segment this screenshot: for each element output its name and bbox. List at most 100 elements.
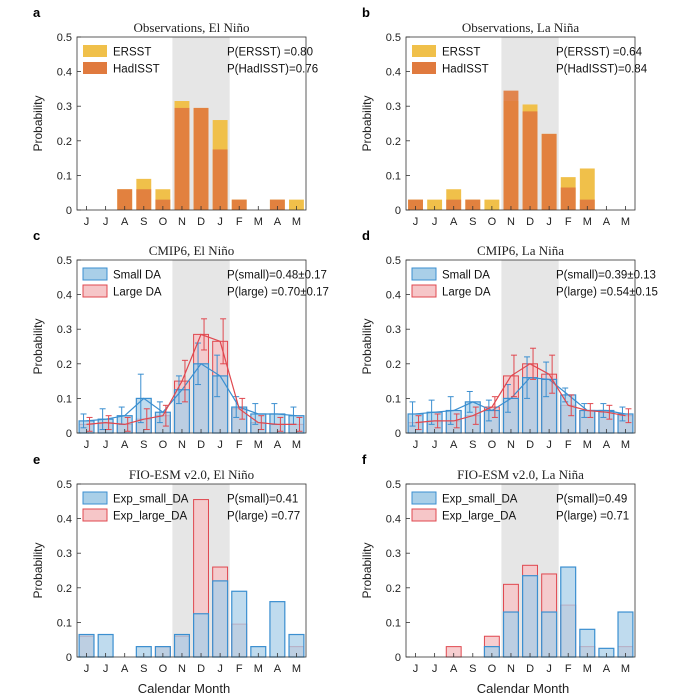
y-tick-label: 0.4 (386, 514, 401, 526)
y-tick-label: 0.3 (386, 324, 401, 336)
legend-label: Exp_large_DA (442, 511, 516, 523)
bar-hadisst (136, 189, 152, 210)
x-tick-label: J (103, 439, 109, 451)
x-tick-label: J (84, 216, 90, 228)
bar-hadisst (174, 107, 190, 210)
x-axis-label-left: Calendar Month (138, 681, 231, 696)
legend-swatch (83, 45, 107, 57)
x-tick-label: J (546, 439, 552, 451)
bar-small-da (579, 628, 596, 658)
x-tick-label: O (488, 216, 497, 228)
bar-small-da (521, 575, 539, 658)
x-tick-label: J (103, 663, 109, 675)
bar-ersst (484, 199, 500, 210)
x-tick-label: D (197, 216, 205, 228)
x-tick-label: S (140, 663, 147, 675)
panel-f: 00.10.20.30.40.5J J A S O N D J F M A MProbabilityF… (360, 452, 636, 675)
y-tick-label: 0.4 (57, 290, 72, 302)
y-tick-label: 0.3 (57, 548, 72, 560)
y-axis-label: Probability (31, 95, 45, 151)
bar-small-da (560, 566, 577, 658)
x-tick-label: O (488, 663, 497, 675)
y-tick-label: 0.2 (57, 359, 72, 371)
y-tick-label: 0.2 (57, 583, 72, 595)
x-tick-label: D (197, 439, 205, 451)
x-tick-label: J (413, 439, 419, 451)
x-tick-label: A (450, 216, 458, 228)
x-tick-label: M (292, 216, 301, 228)
legend-swatch (411, 491, 437, 505)
x-tick-label: A (603, 439, 611, 451)
x-tick-label: D (526, 439, 534, 451)
x-tick-label: N (507, 439, 515, 451)
x-tick-label: F (565, 216, 572, 228)
panel-d: 00.10.20.30.40.5J J A S O N D J F M A MProbabilityC… (360, 228, 658, 451)
bar-small-da (192, 613, 210, 658)
x-tick-label: N (178, 216, 186, 228)
x-tick-label: A (450, 663, 458, 675)
x-tick-label: D (526, 216, 534, 228)
y-tick-label: 0.3 (57, 324, 72, 336)
bar-small-da (541, 611, 558, 658)
bar-hadisst (155, 199, 171, 210)
panel-title: Observations, La Niña (462, 20, 580, 35)
panel-title: Observations, El Niño (134, 20, 250, 35)
legend-label: ERSST (442, 47, 480, 59)
bar-small-da (212, 580, 229, 658)
legend-stat: P(large) =0.71 (556, 511, 629, 523)
x-tick-label: N (178, 663, 186, 675)
x-tick-label: F (565, 663, 572, 675)
y-tick-label: 0.5 (386, 255, 401, 267)
bar-hadisst (522, 111, 538, 210)
panel-title: CMIP6, La Niña (477, 243, 564, 258)
y-tick-label: 0.1 (386, 170, 401, 182)
y-tick-label: 0.5 (386, 32, 401, 44)
y-tick-label: 0 (395, 652, 401, 664)
y-tick-label: 0.2 (386, 136, 401, 148)
bar-ersst (427, 199, 443, 210)
y-tick-label: 0.3 (386, 548, 401, 560)
x-tick-label: O (159, 663, 168, 675)
legend-stat: P(small)=0.49 (556, 494, 627, 506)
y-tick-label: 0.2 (386, 359, 401, 371)
x-tick-label: J (103, 216, 109, 228)
axes-box (405, 483, 636, 658)
panel-title: CMIP6, El Niño (149, 243, 235, 258)
y-tick-label: 0.5 (57, 32, 72, 44)
y-tick-label: 0.5 (57, 479, 72, 491)
bar-small-da (231, 590, 248, 658)
legend-stat: P(large) =0.77 (227, 511, 300, 523)
x-tick-label: J (217, 663, 223, 675)
x-tick-label: O (159, 439, 168, 451)
y-axis-label: Probability (31, 318, 45, 374)
panel-letter: f (362, 452, 367, 467)
y-tick-label: 0.3 (386, 101, 401, 113)
legend-label: ERSST (113, 47, 151, 59)
legend-stat: P(small)=0.41 (227, 494, 298, 506)
legend-stat: P(small)=0.48±0.17 (227, 270, 327, 282)
x-tick-label: O (488, 439, 497, 451)
x-tick-label: A (603, 216, 611, 228)
legend-label: HadISST (113, 64, 160, 76)
y-axis-label: Probability (360, 95, 374, 151)
bar-small-da (269, 601, 286, 658)
legend-label: Exp_small_DA (113, 494, 189, 506)
legend-stat: P(ERSST) =0.64 (556, 47, 643, 59)
x-tick-label: A (450, 439, 458, 451)
axes-box (405, 259, 636, 434)
bar-hadisst (193, 107, 209, 210)
x-tick-label: A (274, 216, 282, 228)
x-tick-label: J (432, 216, 438, 228)
x-tick-label: M (621, 663, 630, 675)
x-tick-label: N (178, 439, 186, 451)
panel-letter: d (362, 228, 370, 243)
y-tick-label: 0.4 (57, 514, 72, 526)
y-tick-label: 0.1 (386, 393, 401, 405)
bar-small-da (560, 394, 577, 434)
legend-label: Exp_small_DA (442, 494, 518, 506)
x-tick-label: M (254, 216, 263, 228)
x-tick-label: F (236, 439, 243, 451)
x-tick-label: F (236, 216, 243, 228)
legend-stat: P(HadISST)=0.76 (227, 64, 318, 76)
y-tick-label: 0 (66, 428, 72, 440)
